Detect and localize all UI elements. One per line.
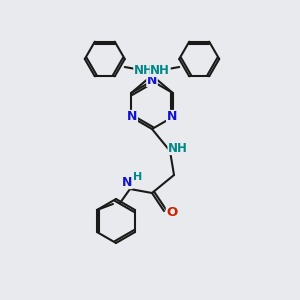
Text: N: N <box>122 176 132 188</box>
Text: O: O <box>167 206 178 220</box>
Text: NH: NH <box>168 142 188 154</box>
Text: N: N <box>167 110 177 124</box>
Text: NH: NH <box>134 64 154 76</box>
Text: N: N <box>127 110 137 124</box>
Text: H: H <box>134 172 142 182</box>
Text: NH: NH <box>150 64 170 76</box>
Text: N: N <box>147 74 157 86</box>
